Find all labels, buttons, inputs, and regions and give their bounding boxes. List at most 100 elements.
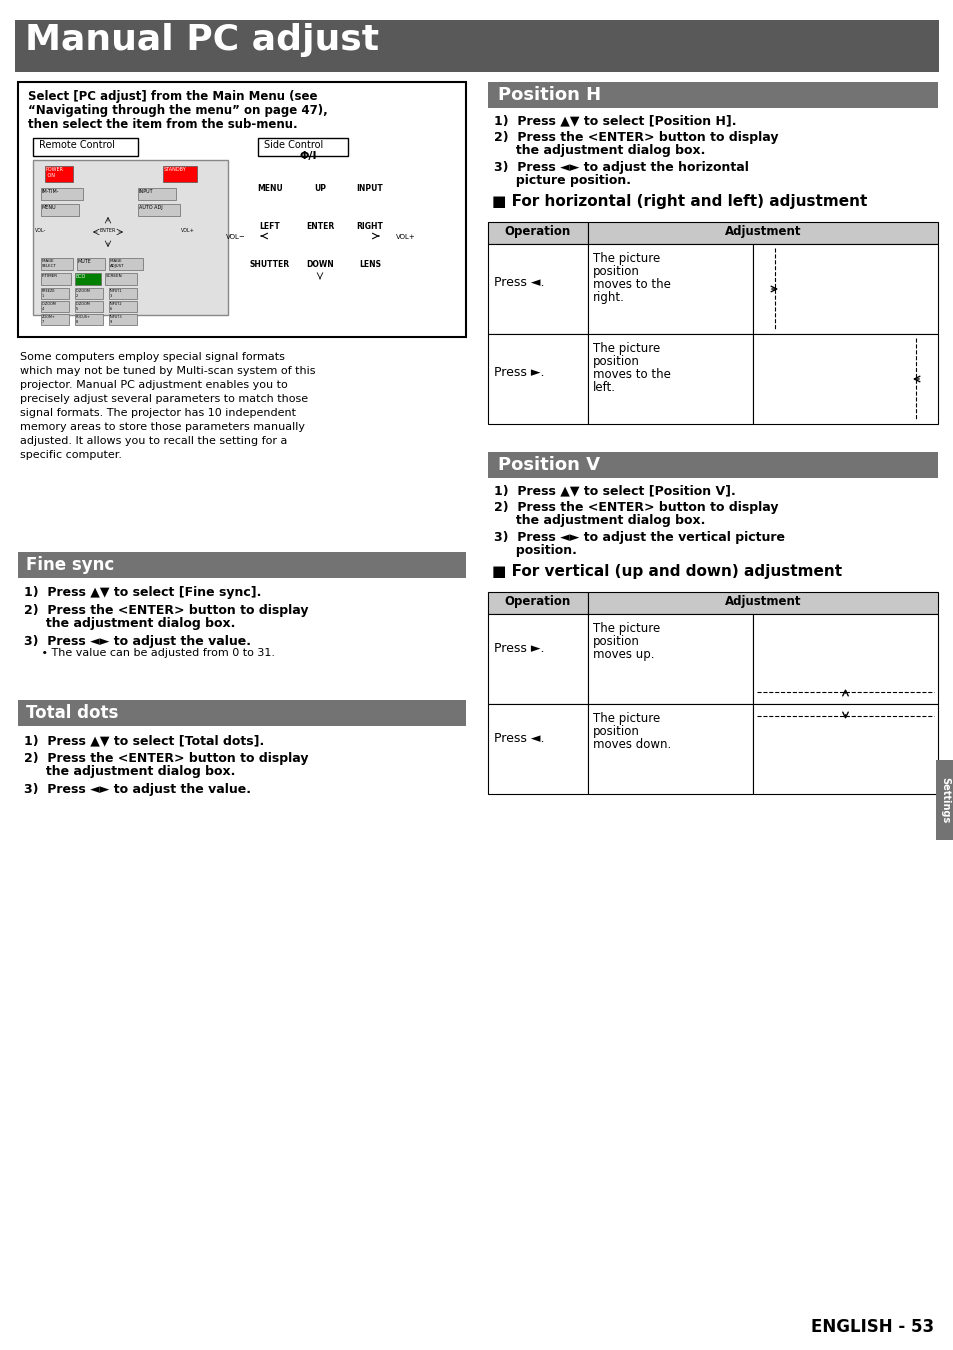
Text: 2)  Press the <ENTER> button to display: 2) Press the <ENTER> button to display (24, 603, 308, 617)
Bar (257, 138, 348, 157)
Text: IMAGE
SELECT: IMAGE SELECT (42, 259, 56, 267)
Bar (33, 138, 138, 157)
Text: moves to the: moves to the (593, 369, 670, 381)
Bar (587, 221, 937, 244)
Text: STANDBY: STANDBY (164, 167, 187, 171)
Text: position: position (593, 634, 639, 648)
Text: Total dots: Total dots (26, 703, 118, 722)
Circle shape (799, 637, 842, 680)
Bar (488, 614, 587, 703)
Text: VOL-: VOL- (35, 228, 47, 234)
Text: Press ◄.: Press ◄. (494, 732, 544, 745)
Bar (488, 593, 587, 614)
Circle shape (308, 186, 332, 211)
Text: moves to the: moves to the (593, 278, 670, 292)
Text: The picture: The picture (593, 622, 659, 634)
Bar (488, 703, 587, 794)
Text: Some computers employ special signal formats: Some computers employ special signal for… (20, 352, 285, 362)
Text: DOWN: DOWN (306, 261, 334, 269)
Circle shape (296, 161, 318, 184)
Text: AUTO ADJ: AUTO ADJ (139, 205, 163, 211)
Text: Settings: Settings (939, 776, 949, 823)
Text: The picture: The picture (593, 252, 659, 265)
Text: Manual PC adjust: Manual PC adjust (25, 23, 378, 57)
Bar (75, 301, 103, 312)
Text: FREEZE
1: FREEZE 1 (42, 289, 55, 297)
Text: INPUT3
9: INPUT3 9 (110, 315, 123, 324)
Text: right.: right. (593, 292, 624, 304)
Text: ENGLISH - 53: ENGLISH - 53 (810, 1318, 933, 1336)
Circle shape (257, 262, 282, 286)
Text: 1)  Press ▲▼ to select [Total dots].: 1) Press ▲▼ to select [Total dots]. (24, 734, 264, 747)
Bar (105, 273, 137, 285)
Circle shape (755, 296, 773, 315)
Text: Fine sync: Fine sync (26, 556, 114, 574)
Bar (587, 614, 752, 703)
Bar (75, 315, 103, 325)
Circle shape (257, 224, 282, 248)
Text: the adjustment dialog box.: the adjustment dialog box. (24, 617, 235, 630)
Text: POWER
 ON: POWER ON (46, 167, 64, 178)
Text: P-TIMER: P-TIMER (42, 274, 58, 278)
Bar (752, 333, 937, 424)
Bar (138, 188, 175, 200)
Text: SHUTTER: SHUTTER (250, 261, 290, 269)
Text: position: position (593, 725, 639, 738)
Bar (41, 258, 73, 270)
Bar (109, 288, 137, 298)
Text: 3)  Press ◄► to adjust the vertical picture: 3) Press ◄► to adjust the vertical pictu… (494, 531, 784, 544)
Text: Remote Control: Remote Control (39, 140, 115, 150)
Text: FOCUS+
8: FOCUS+ 8 (76, 315, 91, 324)
Text: projector. Manual PC adjustment enables you to: projector. Manual PC adjustment enables … (20, 379, 288, 390)
Text: Operation: Operation (504, 225, 571, 238)
Bar (109, 301, 137, 312)
Circle shape (357, 186, 381, 211)
Text: signal formats. The projector has 10 independent: signal formats. The projector has 10 ind… (20, 408, 295, 418)
Text: Press ►.: Press ►. (494, 366, 544, 379)
Text: 1)  Press ▲▼ to select [Position H].: 1) Press ▲▼ to select [Position H]. (494, 113, 736, 127)
Text: 3)  Press ◄► to adjust the value.: 3) Press ◄► to adjust the value. (24, 634, 251, 648)
Text: VOL+: VOL+ (395, 234, 416, 240)
Text: SCREEN: SCREEN (106, 274, 123, 278)
Text: Select [PC adjust] from the Main Menu (see: Select [PC adjust] from the Main Menu (s… (28, 90, 317, 103)
Text: 2)  Press the <ENTER> button to display: 2) Press the <ENTER> button to display (24, 752, 308, 765)
Text: Press ►.: Press ►. (494, 643, 544, 655)
Circle shape (914, 354, 932, 373)
Bar (587, 703, 752, 794)
Text: position.: position. (494, 544, 577, 558)
Text: Position H: Position H (497, 86, 600, 104)
Bar (109, 315, 137, 325)
Circle shape (357, 262, 381, 286)
Circle shape (846, 728, 890, 771)
Text: then select the item from the sub-menu.: then select the item from the sub-menu. (28, 117, 297, 131)
Bar (41, 301, 69, 312)
Text: Operation: Operation (504, 595, 571, 608)
Text: Adjustment: Adjustment (724, 225, 801, 238)
Bar (488, 221, 587, 244)
Circle shape (755, 265, 773, 282)
Bar (41, 188, 83, 200)
Text: the adjustment dialog box.: the adjustment dialog box. (24, 765, 235, 778)
Text: Φ/I: Φ/I (299, 151, 317, 161)
Text: D.ZOOM
4: D.ZOOM 4 (42, 302, 56, 311)
Bar (488, 333, 587, 424)
Text: ZOOM+
7: ZOOM+ 7 (42, 315, 55, 324)
Text: VOL−: VOL− (226, 234, 246, 240)
Text: position: position (593, 355, 639, 369)
Text: 1)  Press ▲▼ to select [Fine sync].: 1) Press ▲▼ to select [Fine sync]. (24, 586, 261, 599)
Bar (488, 452, 937, 478)
Text: “Navigating through the menu” on page 47),: “Navigating through the menu” on page 47… (28, 104, 328, 117)
Text: position: position (593, 265, 639, 278)
Bar (75, 288, 103, 298)
Text: precisely adjust several parameters to match those: precisely adjust several parameters to m… (20, 394, 308, 404)
Bar (488, 244, 587, 333)
Bar (41, 315, 69, 325)
Text: D.ZOOM
2: D.ZOOM 2 (76, 289, 91, 297)
Text: INPUT1
3: INPUT1 3 (110, 289, 123, 297)
Text: INPUT2
6: INPUT2 6 (110, 302, 123, 311)
Text: • The value can be adjusted from 0 to 31.: • The value can be adjusted from 0 to 31… (24, 648, 274, 657)
Bar (75, 273, 101, 285)
Text: INPUT: INPUT (139, 189, 153, 194)
Bar (587, 244, 752, 333)
Text: ■ For vertical (up and down) adjustment: ■ For vertical (up and down) adjustment (492, 564, 841, 579)
